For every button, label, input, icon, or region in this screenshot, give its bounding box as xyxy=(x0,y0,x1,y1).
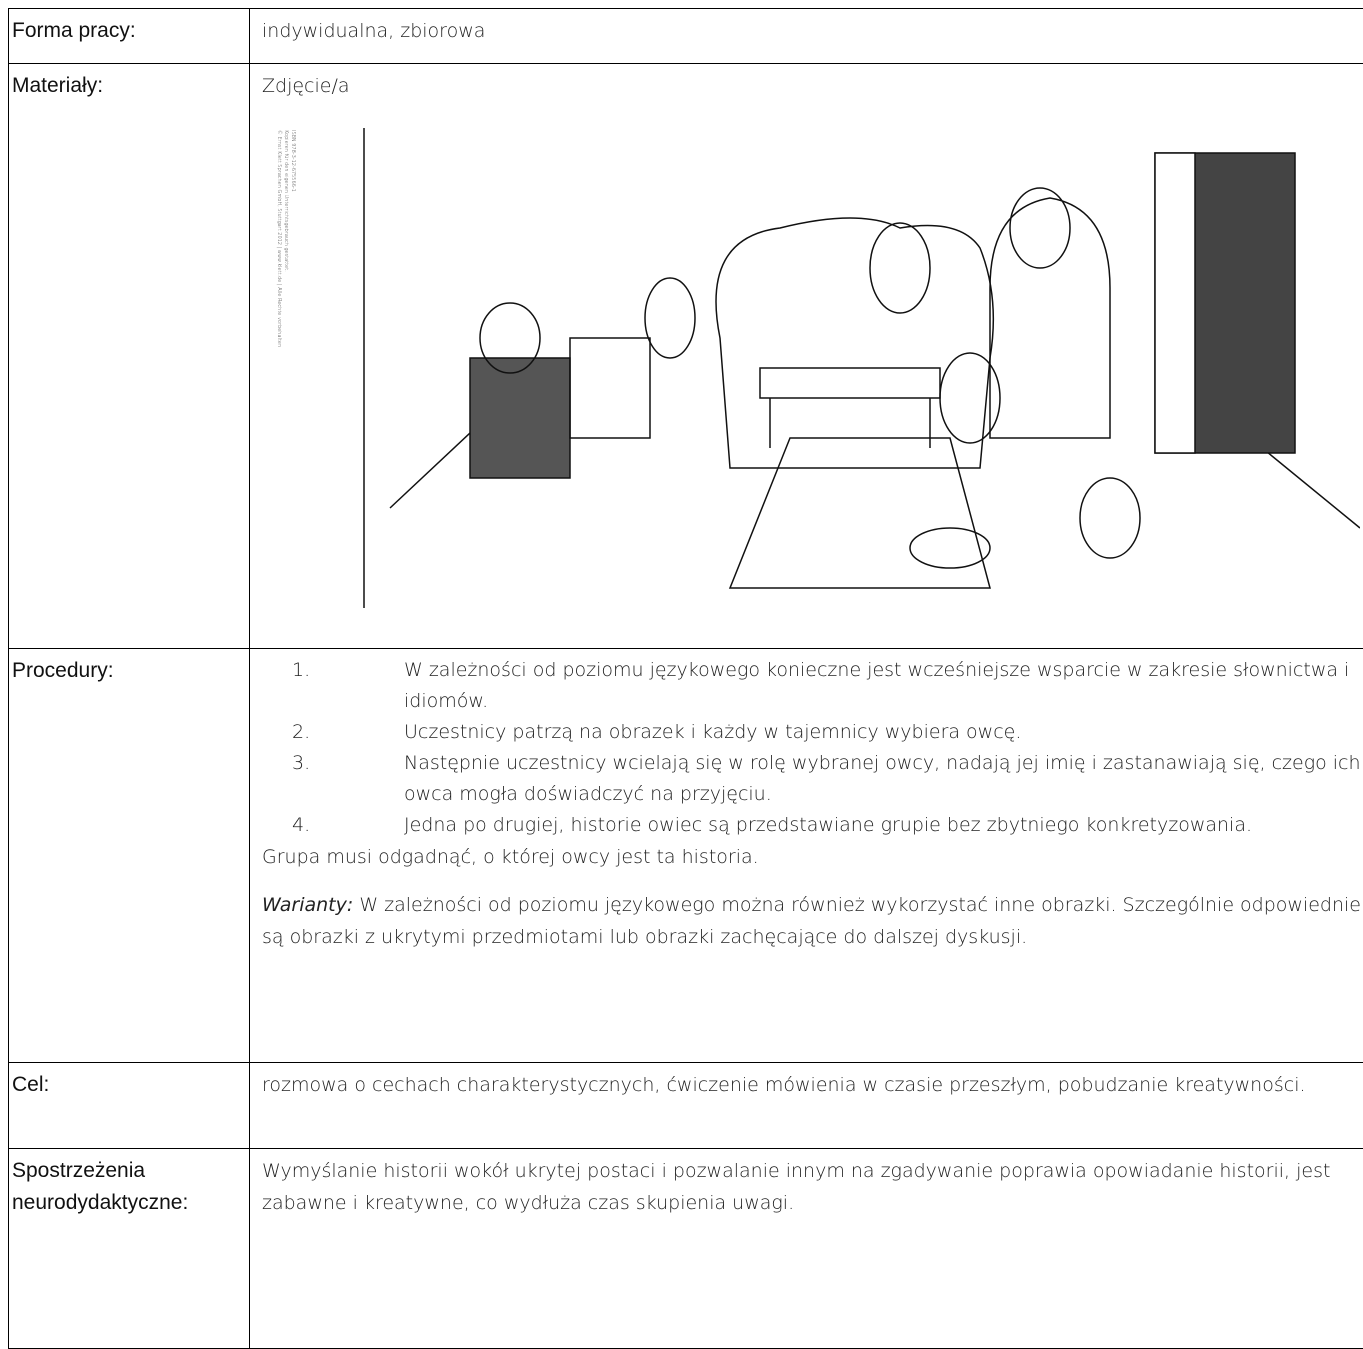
step-text: W zależności od poziomu językowego konie… xyxy=(404,655,1363,717)
step-number: 4. xyxy=(292,810,338,841)
row-label: Spostrzeżenia neurodydaktyczne: xyxy=(9,1149,250,1349)
closing: Grupa musi odgadnąć, o której owcy jest … xyxy=(262,841,1363,873)
row-text: indywidualna, zbiorowa xyxy=(250,9,1363,64)
step: 1. W zależności od poziomu językowego kon… xyxy=(262,655,1363,717)
steps: 1. W zależności od poziomu językowego kon… xyxy=(262,655,1363,841)
step-text: Jedna po drugiej, historie owiec są prze… xyxy=(404,810,1252,841)
row: Cel: rozmowa o cechach charakterystyczny… xyxy=(9,1063,1363,1149)
illustration: © Ernst Klett Sprachen GmbH, Stuttgart 2… xyxy=(250,108,1360,608)
row-label: Forma pracy: xyxy=(9,9,250,64)
step-number: 3. xyxy=(292,748,338,810)
variants-label: Warianty: xyxy=(262,894,353,916)
row-text: Wymyślanie historii wokół ukrytej postac… xyxy=(250,1149,1363,1349)
row-content: 1. W zależności od poziomu językowego kon… xyxy=(250,649,1363,1063)
step: 3. Następnie uczestnicy wcielają się w ro… xyxy=(262,748,1363,810)
row-label: Materiały: xyxy=(9,64,250,649)
step: 4. Jedna po drugiej, historie owiec są pr… xyxy=(262,810,1363,841)
step-number: 2. xyxy=(292,717,338,748)
row: Procedury: 1. W zależności od poziomu jęz… xyxy=(9,649,1363,1063)
step-text: Uczestnicy patrzą na obrazek i każdy w t… xyxy=(404,717,1021,748)
step: 2. Uczestnicy patrzą na obrazek i każdy w… xyxy=(262,717,1363,748)
row: Forma pracy: indywidualna, zbiorowa xyxy=(9,9,1363,64)
row-label: Procedury: xyxy=(9,649,250,1063)
lesson-table: Forma pracy: indywidualna, zbiorowa Mate… xyxy=(8,8,1363,1349)
image-credit: ISBN 978-3-12-675566-1 xyxy=(290,130,296,192)
row-content: Zdjęcie/a © Ernst Klett Sprachen GmbH, S… xyxy=(250,64,1363,649)
page: Forma pracy: indywidualna, zbiorowa Mate… xyxy=(0,0,1363,1322)
row: Materiały: Zdjęcie/a © Ernst Klett Sprac… xyxy=(9,64,1363,649)
step-text: Następnie uczestnicy wcielają się w rolę… xyxy=(404,748,1363,810)
row-text: rozmowa o cechach charakterystycznych, ć… xyxy=(250,1063,1363,1149)
image-credit: Kopieren für den eigenen Unterrichtsgebr… xyxy=(283,130,289,272)
variants: Warianty: W zależności od poziomu języko… xyxy=(262,889,1363,953)
image-credit: © Ernst Klett Sprachen GmbH, Stuttgart 2… xyxy=(276,130,283,347)
sketch xyxy=(364,128,1360,608)
row-text: Zdjęcie/a xyxy=(262,70,1363,102)
step-number: 1. xyxy=(292,655,338,717)
row-label: Cel: xyxy=(9,1063,250,1149)
variants-text: W zależności od poziomu językowego można… xyxy=(262,894,1361,948)
row: Spostrzeżenia neurodydaktyczne: Wymyślan… xyxy=(9,1149,1363,1349)
